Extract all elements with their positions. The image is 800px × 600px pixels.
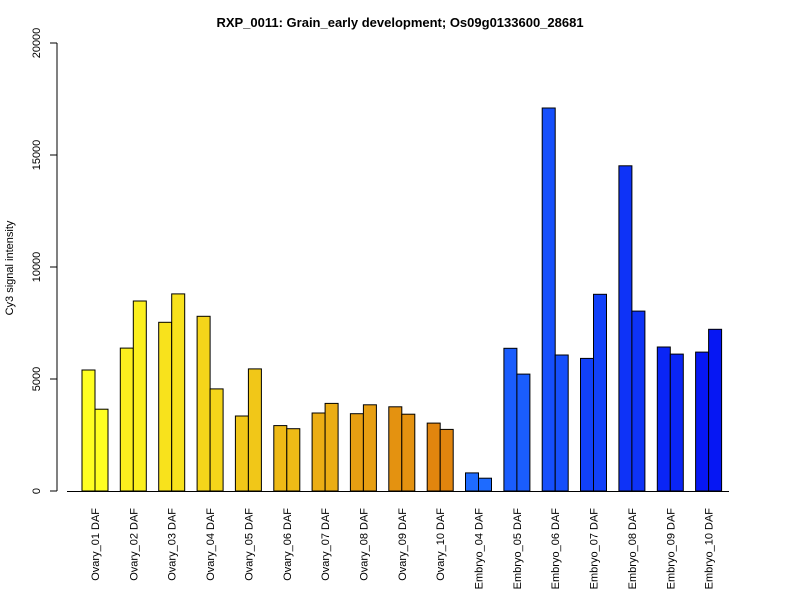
- bars: [81, 107, 723, 492]
- bar: [656, 346, 671, 492]
- x-tick-label: Embryo_06 DAF: [550, 508, 562, 590]
- y-tick-label: 0: [31, 488, 43, 494]
- bar: [401, 413, 416, 492]
- bar: [439, 428, 454, 492]
- bar: [631, 310, 646, 492]
- bar: [541, 107, 556, 492]
- y-axis-label: Cy3 signal intensity: [4, 220, 16, 315]
- bar: [618, 165, 633, 492]
- x-tick-label: Embryo_05 DAF: [512, 508, 524, 590]
- x-tick-label: Ovary_06 DAF: [282, 508, 294, 581]
- bar: [81, 369, 96, 492]
- x-tick-label: Ovary_08 DAF: [358, 508, 370, 581]
- x-tick-label: Embryo_09 DAF: [665, 508, 677, 590]
- bar: [273, 425, 288, 492]
- bar: [465, 472, 479, 492]
- bar: [171, 293, 186, 492]
- bar: [554, 354, 569, 492]
- bar: [426, 422, 441, 492]
- y-tick-label: 10000: [31, 252, 43, 283]
- x-tick-label: Embryo_10 DAF: [704, 508, 716, 590]
- y-tick-label: 20000: [31, 28, 43, 59]
- chart-title: RXP_0011: Grain_early development; Os09g…: [216, 15, 583, 30]
- bar: [708, 328, 723, 492]
- bar: [119, 347, 134, 492]
- x-tick-label: Ovary_04 DAF: [205, 508, 217, 581]
- y-axis: 0 5000 10000 15000 20000: [31, 28, 58, 494]
- bar: [478, 477, 492, 492]
- bar: [132, 300, 147, 492]
- bar: [158, 321, 173, 492]
- category-labels: Ovary_01 DAF Ovary_02 DAF Ovary_03 DAF Ovar…: [90, 508, 716, 590]
- bar: [94, 408, 109, 492]
- bar: [209, 388, 224, 492]
- bar: [234, 415, 249, 492]
- x-tick-label: Ovary_05 DAF: [243, 508, 255, 581]
- bar: [388, 406, 403, 492]
- bar: [695, 351, 710, 492]
- bar: [247, 368, 262, 492]
- bar: [362, 404, 377, 492]
- x-tick-label: Ovary_01 DAF: [90, 508, 102, 581]
- x-tick-label: Embryo_08 DAF: [627, 508, 639, 590]
- x-tick-label: Embryo_04 DAF: [474, 508, 486, 590]
- x-tick-label: Ovary_07 DAF: [320, 508, 332, 581]
- bar: [196, 315, 211, 492]
- bar: [593, 293, 607, 492]
- bar: [286, 428, 301, 492]
- x-tick-label: Ovary_03 DAF: [167, 508, 179, 581]
- bar: [324, 402, 339, 492]
- y-tick-label: 15000: [31, 140, 43, 171]
- x-tick-label: Ovary_02 DAF: [128, 508, 140, 581]
- bar: [580, 357, 594, 492]
- bar: [516, 373, 531, 492]
- x-tick-label: Ovary_10 DAF: [435, 508, 447, 581]
- bar: [349, 413, 364, 492]
- x-tick-label: Embryo_07 DAF: [589, 508, 601, 590]
- bar: [669, 353, 684, 492]
- bar: [311, 412, 326, 492]
- x-tick-label: Ovary_09 DAF: [397, 508, 409, 581]
- bar: [503, 347, 518, 492]
- y-tick-label: 5000: [31, 367, 43, 391]
